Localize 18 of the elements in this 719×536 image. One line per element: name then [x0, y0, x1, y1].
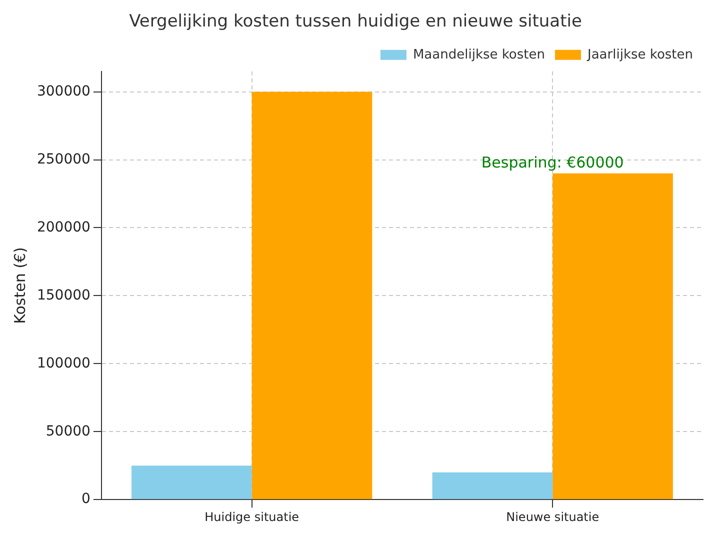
bar	[432, 472, 553, 500]
bar	[132, 466, 252, 500]
y-axis-title: Kosten (€)	[10, 247, 29, 324]
legend-label: Jaarlijkse kosten	[586, 47, 694, 62]
bar	[252, 92, 372, 500]
y-tick-label: 300000	[36, 83, 90, 100]
y-tick-label: 200000	[36, 219, 90, 236]
bar	[552, 173, 673, 500]
annotation: Besparing: €60000	[481, 154, 624, 172]
legend-label: Maandelijkse kosten	[412, 47, 545, 62]
y-tick-label: 0	[82, 491, 90, 508]
y-tick-label: 100000	[36, 355, 90, 372]
x-tick-label: Nieuwe situatie	[506, 510, 600, 524]
chart-title: Vergelijking kosten tussen huidige en nieuwe situatie	[129, 12, 582, 32]
y-tick-label: 50000	[46, 423, 90, 440]
y-tick-label: 250000	[36, 151, 90, 168]
x-tick-label: Huidige situatie	[204, 510, 300, 524]
y-tick-label: 150000	[36, 287, 90, 304]
